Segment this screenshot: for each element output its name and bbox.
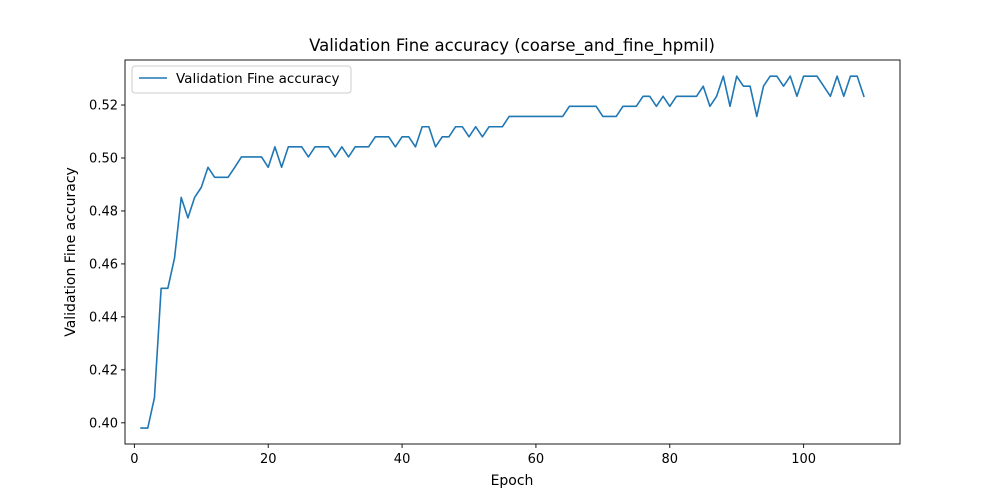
series-line xyxy=(140,75,865,429)
x-tick-label: 80 xyxy=(662,452,679,467)
x-tick-label: 100 xyxy=(791,452,816,467)
legend-box xyxy=(131,65,352,94)
x-axis: 0 20 40 60 80 100 xyxy=(130,444,816,467)
x-tick-label: 0 xyxy=(130,452,138,467)
x-tick-label: 20 xyxy=(260,452,277,467)
y-tick-label: 0.44 xyxy=(89,310,118,325)
chart-title: Validation Fine accuracy (coarse_and_fin… xyxy=(309,36,715,56)
x-axis-label: Epoch xyxy=(491,473,534,489)
plot-frame xyxy=(124,59,901,445)
y-tick-label: 0.46 xyxy=(89,257,118,272)
plot-area xyxy=(125,60,900,444)
legend: Validation Fine accuracy xyxy=(131,65,352,94)
x-tick-label: 60 xyxy=(528,452,545,467)
y-axis: 0.40 0.42 0.44 0.46 0.48 0.50 0.52 xyxy=(89,99,125,431)
x-tick-label: 40 xyxy=(394,452,411,467)
y-tick-label: 0.52 xyxy=(89,99,118,114)
legend-label: Validation Fine accuracy xyxy=(176,71,340,87)
y-tick-label: 0.40 xyxy=(89,416,118,431)
y-tick-label: 0.42 xyxy=(89,363,118,378)
y-tick-label: 0.48 xyxy=(89,204,118,219)
y-tick-label: 0.50 xyxy=(89,151,118,166)
y-axis-label: Validation Fine accuracy xyxy=(63,167,79,337)
